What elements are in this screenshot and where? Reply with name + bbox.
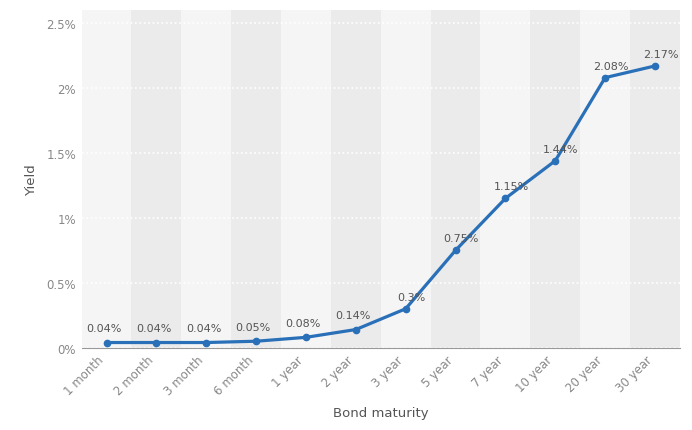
Text: 0.14%: 0.14% xyxy=(336,310,371,320)
Text: 0.75%: 0.75% xyxy=(444,234,479,244)
Bar xyxy=(131,11,181,348)
Text: 0.08%: 0.08% xyxy=(286,318,321,328)
Y-axis label: Yield: Yield xyxy=(25,164,38,195)
Bar xyxy=(331,11,381,348)
Bar xyxy=(630,11,680,348)
Bar xyxy=(430,11,480,348)
Bar xyxy=(82,11,131,348)
Text: 0.04%: 0.04% xyxy=(185,323,221,333)
Bar xyxy=(281,11,331,348)
Bar xyxy=(530,11,580,348)
Text: 1.44%: 1.44% xyxy=(543,144,579,154)
Bar xyxy=(181,11,231,348)
Text: 2.08%: 2.08% xyxy=(593,61,628,71)
Text: 0.04%: 0.04% xyxy=(136,323,172,333)
Text: 2.17%: 2.17% xyxy=(643,50,678,60)
Text: 0.05%: 0.05% xyxy=(236,322,271,332)
Text: 1.15%: 1.15% xyxy=(493,182,529,192)
Text: 0.04%: 0.04% xyxy=(86,323,121,333)
Bar xyxy=(480,11,530,348)
Bar xyxy=(580,11,630,348)
Bar xyxy=(381,11,430,348)
Bar xyxy=(231,11,281,348)
Text: 0.3%: 0.3% xyxy=(397,292,426,302)
X-axis label: Bond maturity: Bond maturity xyxy=(333,406,428,419)
